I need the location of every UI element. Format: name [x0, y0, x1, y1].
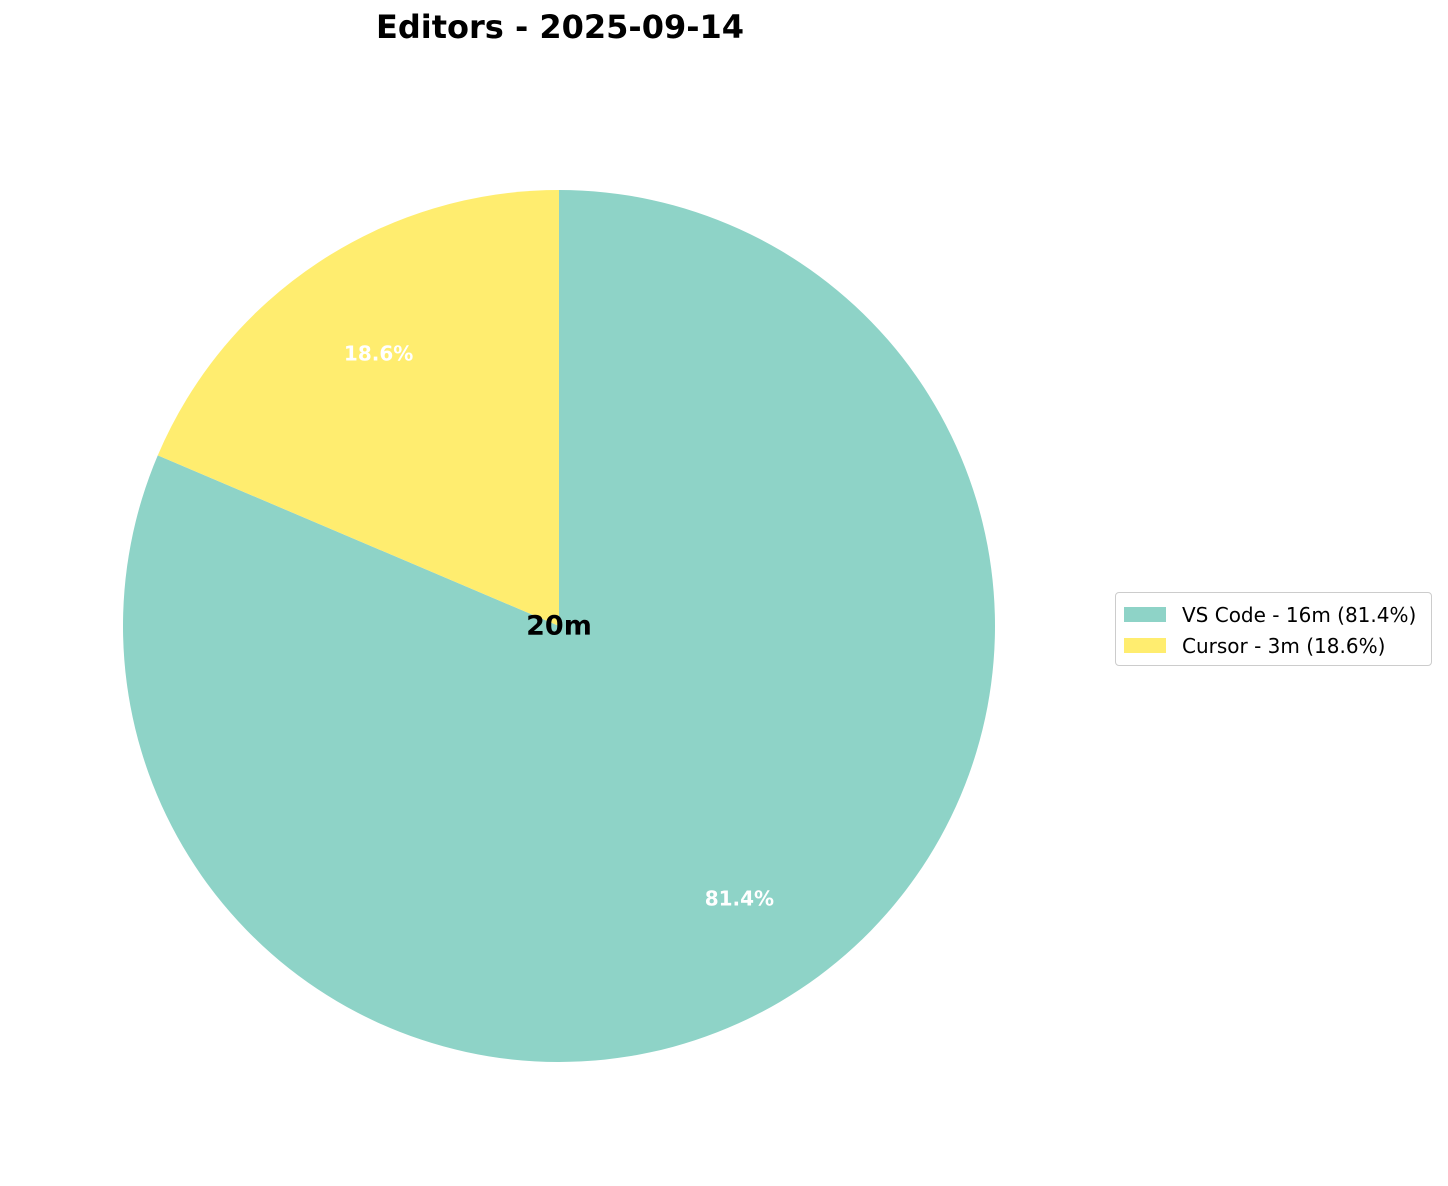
chart-legend: VS Code - 16m (81.4%) Cursor - 3m (18.6%): [1115, 592, 1432, 666]
legend-label: Cursor - 3m (18.6%): [1182, 633, 1386, 658]
pie-slice-labels: 81.4% 18.6%: [344, 341, 774, 910]
legend-item: VS Code - 16m (81.4%): [1124, 599, 1423, 630]
pie-slice-vs-code: [122, 190, 995, 1062]
legend-swatch: [1124, 638, 1166, 653]
pie-slice-percent-label: 18.6%: [344, 341, 413, 365]
pie-slices: [122, 190, 995, 1062]
pie-center-total: 20m: [526, 611, 592, 642]
legend-item: Cursor - 3m (18.6%): [1124, 630, 1423, 661]
pie-slice-cursor: [157, 190, 559, 626]
legend-label: VS Code - 16m (81.4%): [1182, 602, 1417, 627]
legend-swatch: [1124, 607, 1166, 622]
chart-title: Editors - 2025-09-14: [375, 8, 745, 46]
pie-slice-percent-label: 81.4%: [705, 887, 774, 911]
